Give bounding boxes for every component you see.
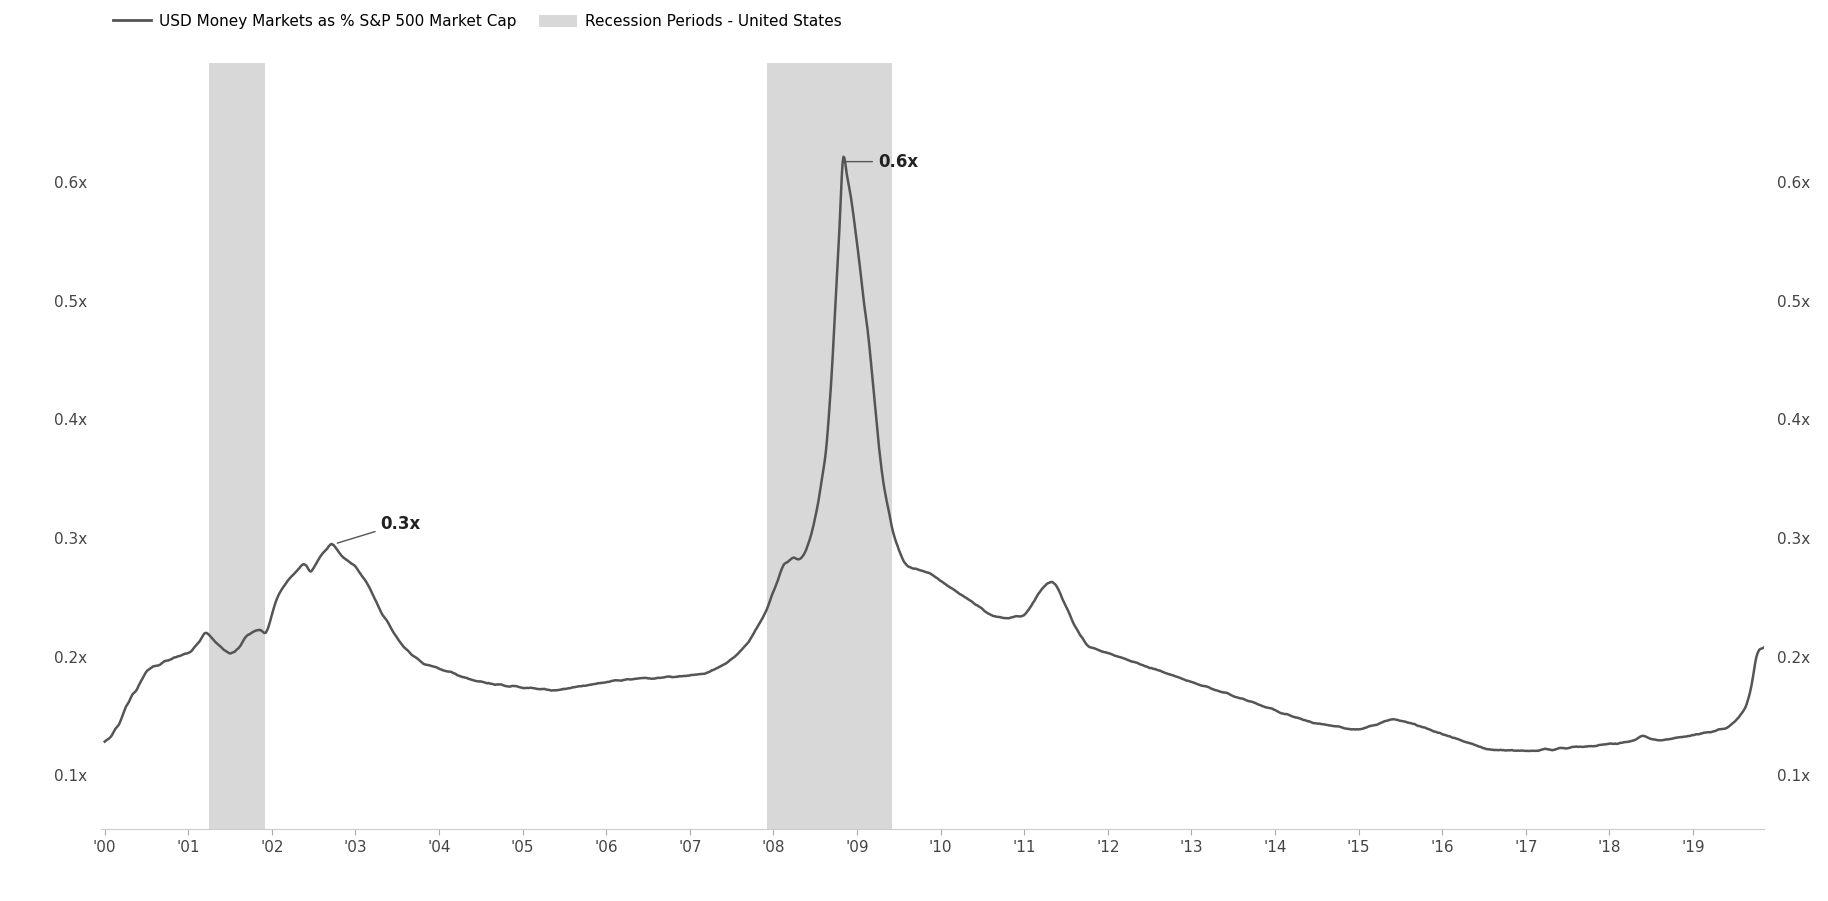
Legend: USD Money Markets as % S&P 500 Market Cap, Recession Periods - United States: USD Money Markets as % S&P 500 Market Ca… (108, 9, 846, 33)
Bar (208, 63, 265, 829)
Text: 0.3x: 0.3x (336, 514, 420, 543)
Bar (766, 63, 892, 829)
Text: 0.6x: 0.6x (846, 152, 918, 170)
